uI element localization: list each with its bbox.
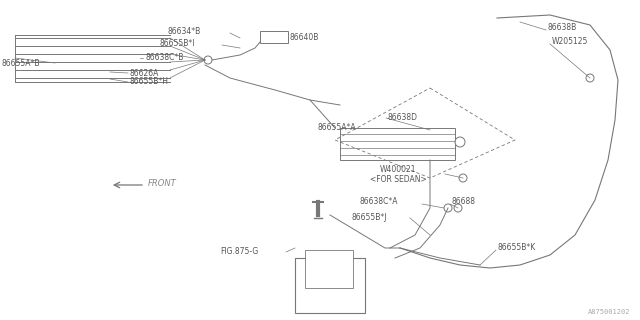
Text: 86655B*H: 86655B*H: [130, 77, 169, 86]
Text: 86638C*A: 86638C*A: [360, 197, 399, 206]
Text: A875001202: A875001202: [588, 309, 630, 315]
Circle shape: [444, 204, 452, 212]
Text: 86655B*K: 86655B*K: [498, 244, 536, 252]
Text: 86638C*B: 86638C*B: [145, 53, 184, 62]
Circle shape: [204, 56, 212, 64]
Text: W400021: W400021: [380, 165, 417, 174]
Text: 86634*B: 86634*B: [168, 28, 201, 36]
Text: 86655B*J: 86655B*J: [352, 213, 387, 222]
Text: 86638D: 86638D: [388, 114, 418, 123]
Text: FIG.875-G: FIG.875-G: [220, 247, 259, 257]
Text: 86655B*I: 86655B*I: [160, 39, 195, 49]
Circle shape: [586, 74, 594, 82]
Bar: [305, 250, 353, 288]
Bar: [295, 258, 365, 313]
Bar: [260, 31, 288, 43]
Text: W205125: W205125: [552, 37, 588, 46]
Text: 86638B: 86638B: [548, 23, 577, 33]
Text: <FOR SEDAN>: <FOR SEDAN>: [370, 175, 427, 185]
Text: FRONT: FRONT: [148, 179, 177, 188]
Text: 86655A*B: 86655A*B: [2, 59, 40, 68]
Bar: [340, 128, 455, 160]
Circle shape: [454, 204, 462, 212]
Circle shape: [455, 137, 465, 147]
Circle shape: [459, 174, 467, 182]
Text: 86655A*A: 86655A*A: [318, 124, 356, 132]
Text: 86626A: 86626A: [130, 68, 159, 77]
Text: 86640B: 86640B: [290, 34, 319, 43]
Text: 86688: 86688: [452, 197, 476, 206]
